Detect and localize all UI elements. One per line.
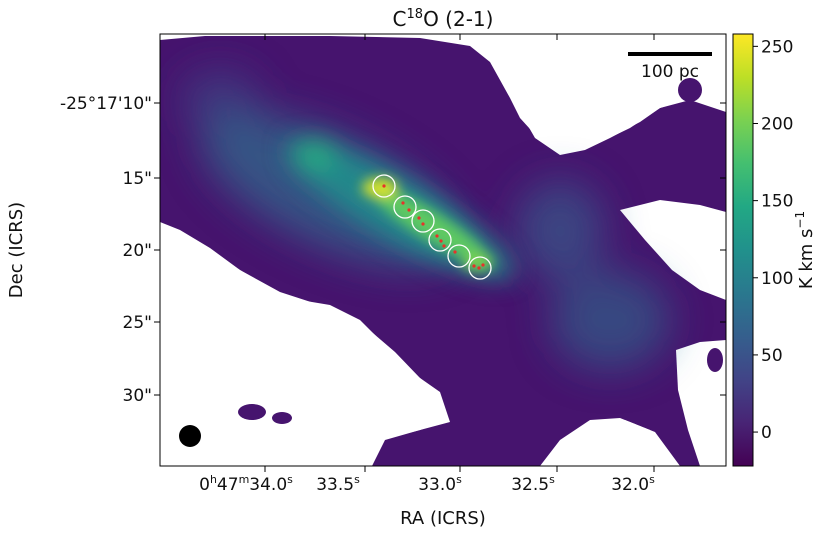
source-marker (481, 263, 485, 267)
source-annotations (372, 174, 492, 280)
y-axis: -25°17'10" 15" 20" 25" 30" Dec (ICRS) (6, 94, 726, 406)
colorbar-tick-label: 50 (761, 346, 783, 366)
y-axis-label: Dec (ICRS) (6, 202, 27, 298)
title-base: C (393, 7, 407, 31)
title-rest: O (2-1) (423, 7, 493, 31)
blob-right (707, 348, 723, 372)
blank-region-right (620, 200, 726, 300)
y-tick-label: 30" (123, 386, 152, 406)
blob-top-right (678, 78, 702, 102)
scale-bar-label: 100 pc (641, 62, 699, 82)
colorbar-tick-label: 0 (761, 423, 772, 443)
source-marker (407, 208, 411, 212)
blob-mid (382, 445, 414, 465)
title-superscript: 18 (407, 7, 424, 22)
colorbar-tick-label: 150 (761, 192, 793, 212)
colorbar: 0 50 100 150 200 250 K km s−1 (732, 33, 817, 467)
source-marker (417, 216, 421, 220)
y-tick-label: -25°17'10" (60, 94, 152, 114)
x-tick-label: 32.5s (511, 473, 555, 495)
source-marker (382, 184, 386, 188)
source-circle (428, 228, 452, 252)
x-tick-label: 0h47m34.0s (199, 473, 293, 495)
source-circle (411, 209, 435, 233)
source-marker (472, 264, 476, 268)
colorbar-gradient (732, 33, 754, 467)
blob-left (238, 404, 266, 420)
x-tick-label: 33.5s (316, 473, 360, 495)
source-marker (453, 250, 457, 254)
source-marker (401, 201, 405, 205)
blob-left-2 (272, 412, 292, 424)
chart-title: C18O (2-1) (393, 7, 494, 31)
colorbar-label: K km s−1 (793, 211, 817, 289)
source-circle (372, 174, 396, 198)
y-tick-label: 20" (123, 241, 152, 261)
blank-region-bottom-right (545, 420, 680, 466)
y-tick-label: 15" (123, 169, 152, 189)
beam-ellipse (179, 425, 201, 447)
y-tick-label: 25" (123, 313, 152, 333)
blank-region-top-right (500, 36, 726, 155)
colorbar-tick-label: 200 (761, 114, 793, 134)
x-axis-label: RA (ICRS) (400, 508, 486, 529)
x-tick-label: 32.0s (611, 473, 655, 495)
source-marker (442, 244, 446, 248)
scale-bar: 100 pc (628, 52, 712, 82)
x-axis: 0h47m34.0s 33.5s 33.0s 32.5s 32.0s RA (I… (199, 34, 655, 529)
source-marker (477, 266, 481, 270)
source-circle (393, 195, 417, 219)
source-circle (468, 256, 492, 280)
colorbar-ticks: 0 50 100 150 200 250 (753, 37, 793, 443)
source-marker (435, 234, 439, 238)
blank-region-bottom-left (160, 222, 448, 466)
source-marker (439, 239, 443, 243)
x-tick-label: 33.0s (418, 473, 462, 495)
source-circle (447, 244, 471, 268)
colorbar-tick-label: 250 (761, 37, 793, 57)
colorbar-tick-label: 100 (761, 269, 793, 289)
source-marker (421, 222, 425, 226)
